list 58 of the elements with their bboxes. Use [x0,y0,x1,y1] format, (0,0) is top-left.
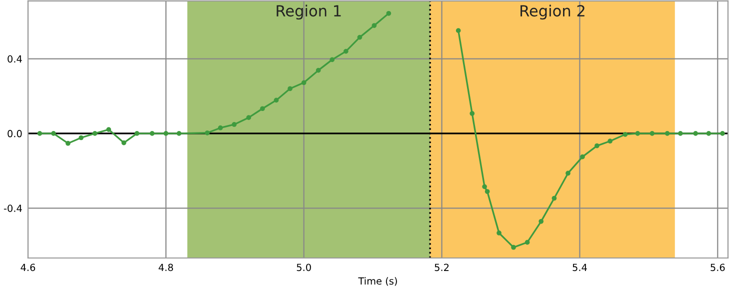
point [538,218,544,224]
x-tick-label: 5.2 [434,264,449,272]
point [51,131,56,136]
point [344,48,348,54]
point [386,10,392,16]
point [511,244,516,250]
point [678,131,683,136]
point [134,131,140,136]
point [552,196,557,201]
x-tick-label: 4.8 [158,264,173,272]
y-tick-label: 0.0 [8,130,22,138]
x-tick-label: 5.0 [296,264,311,272]
point [650,131,655,136]
point [580,154,585,160]
point [274,98,279,103]
point [176,131,182,136]
band-label: Region 2 [520,4,584,20]
point [121,140,126,146]
point [288,86,292,92]
point [482,184,487,190]
point [566,170,570,176]
point [330,57,335,62]
point [664,131,670,136]
point [456,28,461,33]
y-tick-label: -0.4 [4,204,22,212]
point [246,115,252,120]
point [470,111,475,116]
x-tick-label: 4.6 [20,264,36,272]
point [693,131,698,136]
point [232,122,237,127]
x-tick-label: 5.4 [572,264,587,272]
point [164,131,168,136]
point [720,131,725,136]
point [78,135,84,140]
y-tick-label: 0.4 [8,55,22,63]
point [92,131,98,136]
point [218,125,223,130]
point [106,127,112,132]
point [204,130,210,136]
point [622,132,628,137]
point [372,23,377,28]
point [524,240,530,245]
point [357,34,362,40]
point [150,131,155,136]
point [496,230,502,236]
point [301,80,306,86]
x-axis-title: Time (s) [358,277,397,286]
band-label: Region 1 [276,4,341,20]
point [316,68,321,73]
x-tick-label: 5.6 [710,264,725,272]
point [260,106,265,112]
point [66,140,70,146]
point [484,189,490,194]
point [594,143,600,148]
point [608,138,612,144]
point [37,131,42,136]
point [706,131,712,136]
point [635,131,640,136]
